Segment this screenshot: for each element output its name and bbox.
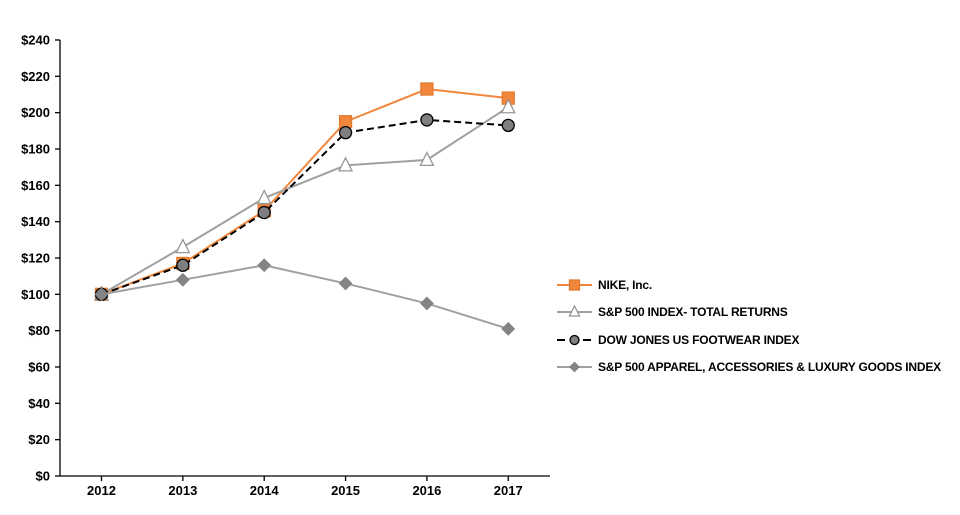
diamond-marker bbox=[569, 361, 580, 373]
y-axis-label: $60 bbox=[28, 360, 50, 375]
legend-label: S&P 500 APPAREL, ACCESSORIES & LUXURY GO… bbox=[598, 360, 941, 375]
legend: NIKE, Inc. S&P 500 INDEX- TOTAL RETURNS DO… bbox=[557, 271, 941, 381]
x-axis-label: 2014 bbox=[250, 483, 280, 498]
circle-marker bbox=[501, 118, 515, 133]
diamond-marker bbox=[419, 296, 434, 311]
x-axis-label: 2013 bbox=[168, 483, 197, 498]
y-axis-label: $120 bbox=[21, 251, 50, 266]
circle-marker bbox=[338, 125, 353, 140]
y-axis-label: $140 bbox=[21, 214, 50, 229]
series-2 bbox=[94, 113, 515, 301]
series-0 bbox=[94, 82, 515, 301]
y-axis-label: $100 bbox=[21, 287, 50, 302]
square-marker bbox=[420, 82, 434, 96]
triangle-marker bbox=[175, 238, 191, 254]
series-line-3 bbox=[101, 264, 509, 330]
triangle-marker bbox=[256, 189, 272, 205]
x-axis-label: 2017 bbox=[494, 483, 523, 498]
y-axis-label: $20 bbox=[28, 432, 50, 447]
legend-label: DOW JONES US FOOTWEAR INDEX bbox=[598, 332, 800, 347]
diamond-marker bbox=[257, 258, 272, 273]
diamond-marker bbox=[338, 276, 353, 291]
y-axis-label: $160 bbox=[21, 178, 50, 193]
y-axis-label: $40 bbox=[28, 396, 50, 411]
circle-marker bbox=[257, 205, 271, 220]
legend-key-diamond-icon bbox=[557, 361, 592, 373]
series-1 bbox=[93, 98, 516, 301]
triangle-marker bbox=[337, 156, 354, 172]
y-axis-label: $80 bbox=[28, 323, 50, 338]
y-axis-label: $220 bbox=[21, 69, 50, 84]
series-line-1 bbox=[100, 106, 509, 296]
triangle-marker bbox=[500, 98, 516, 114]
legend-key-square-icon bbox=[557, 279, 592, 291]
legend-item: S&P 500 APPAREL, ACCESSORIES & LUXURY GO… bbox=[557, 354, 941, 382]
legend-label: S&P 500 INDEX- TOTAL RETURNS bbox=[598, 305, 788, 320]
square-marker bbox=[338, 115, 353, 129]
circle-marker bbox=[176, 258, 190, 272]
series-3 bbox=[94, 258, 516, 336]
diamond-marker bbox=[175, 272, 190, 287]
y-axis-label: $180 bbox=[21, 142, 50, 157]
x-axis-label: 2012 bbox=[87, 483, 116, 498]
x-axis-label: 2016 bbox=[412, 483, 441, 498]
circle-marker bbox=[569, 334, 580, 345]
diamond-marker bbox=[94, 287, 109, 302]
square-marker bbox=[568, 279, 581, 291]
series-line-0 bbox=[101, 88, 509, 296]
triangle-marker bbox=[568, 305, 581, 317]
y-axis-label: $240 bbox=[21, 33, 50, 48]
legend-key-triangle-icon bbox=[557, 305, 592, 317]
x-axis-label: 2015 bbox=[331, 483, 360, 498]
legend-key-circle-icon bbox=[557, 334, 592, 345]
y-axis-label: $200 bbox=[21, 105, 50, 120]
legend-label: NIKE, Inc. bbox=[598, 277, 653, 292]
legend-item: NIKE, Inc. bbox=[557, 271, 941, 299]
legend-item: DOW JONES US FOOTWEAR INDEX bbox=[557, 326, 941, 354]
diamond-marker bbox=[501, 321, 516, 336]
y-axis-label: $0 bbox=[36, 469, 50, 484]
legend-item: S&P 500 INDEX- TOTAL RETURNS bbox=[557, 299, 941, 327]
circle-marker bbox=[420, 113, 434, 127]
series-line-2 bbox=[101, 118, 509, 296]
triangle-marker bbox=[419, 150, 435, 167]
